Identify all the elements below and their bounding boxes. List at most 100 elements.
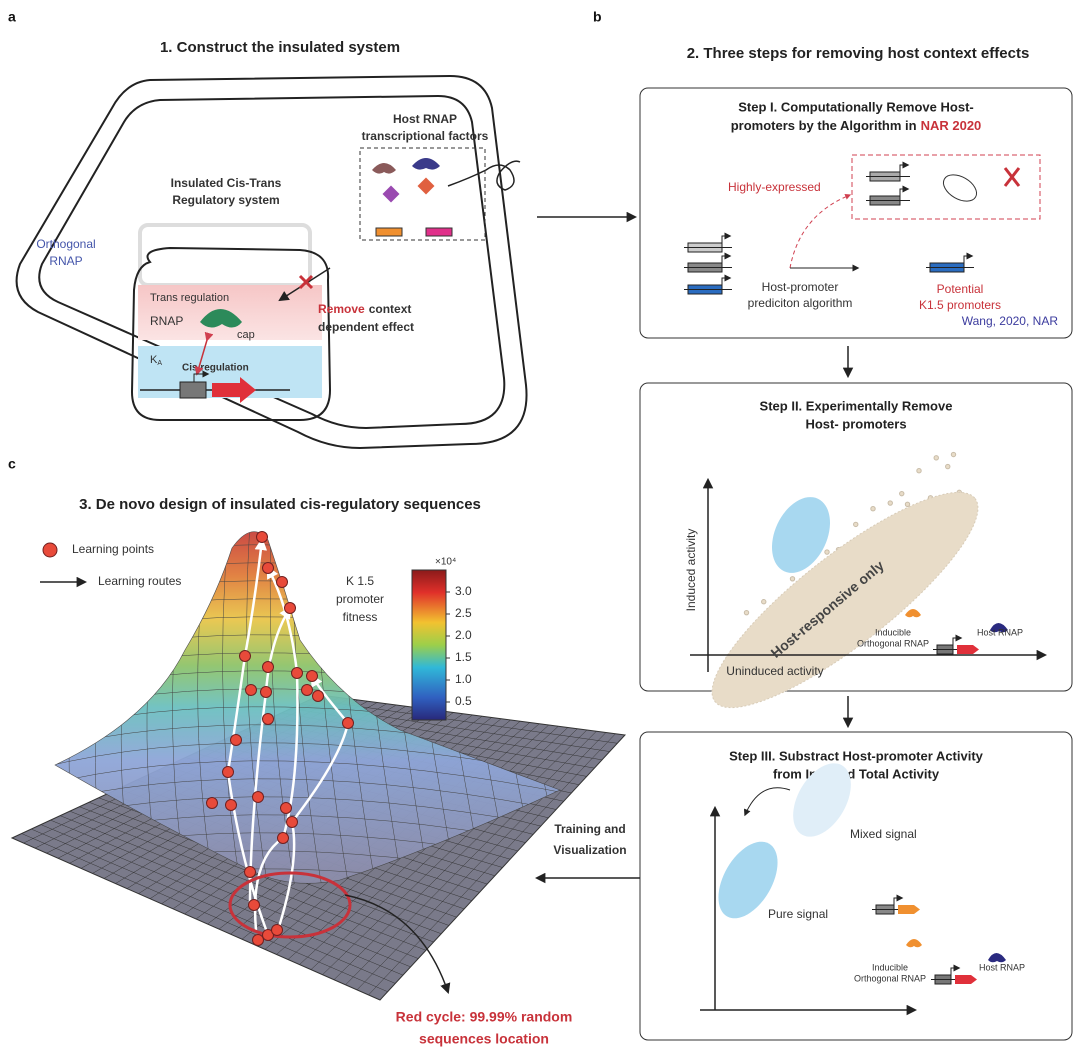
learning-point — [262, 562, 274, 574]
gene — [212, 377, 256, 403]
plane-grid — [333, 729, 588, 980]
step-title: Step I. Computationally Remove Host- — [738, 99, 973, 114]
label: Remove context — [318, 302, 411, 316]
label: Host RNAP — [393, 112, 457, 126]
dot — [887, 500, 893, 506]
label: Inducible — [875, 627, 911, 637]
dot — [916, 468, 922, 474]
x-mark — [1003, 167, 1021, 187]
learning-point — [244, 866, 256, 878]
promoter-arrow — [899, 185, 910, 196]
annotation: sequences location — [419, 1031, 549, 1047]
flagellum — [447, 160, 521, 191]
label: prediciton algorithm — [748, 296, 853, 310]
arrow — [194, 331, 214, 376]
panel-title: 2. Three steps for removing host context… — [687, 45, 1030, 62]
gene — [898, 905, 920, 914]
dot — [945, 463, 951, 470]
label: RNAP — [150, 314, 183, 328]
surface-mesh — [246, 531, 271, 884]
plane-grid — [322, 728, 578, 975]
learning-point — [262, 661, 274, 673]
annotation: Red cycle: 99.99% random — [396, 1009, 573, 1025]
colorbar-tick-label: 1.0 — [455, 672, 472, 686]
step-title: Step II. Experimentally Remove — [760, 398, 953, 413]
citation: Wang, 2020, NAR — [962, 314, 1059, 328]
axis-label: Uninduced activity — [726, 664, 823, 678]
surface-mesh — [55, 778, 560, 815]
legend-label: Learning points — [72, 542, 154, 556]
learning-point — [230, 734, 242, 746]
colorbar-tick-label: 2.5 — [455, 606, 472, 620]
learning-point — [239, 650, 251, 662]
bacterium — [942, 174, 978, 202]
promoter-arrow — [950, 964, 961, 975]
label: Orthogonal RNAP — [854, 973, 926, 983]
learning-point — [245, 684, 257, 696]
label: Cis regulation — [182, 363, 249, 374]
plane-grid — [368, 733, 616, 996]
surface-mesh — [55, 598, 560, 635]
rnap-icon — [988, 953, 1006, 963]
learning-point — [256, 531, 268, 543]
label: dependent effect — [318, 320, 414, 334]
plane-grid — [345, 731, 597, 985]
learning-point — [342, 717, 354, 729]
cluster — [718, 841, 778, 919]
arrow — [743, 787, 791, 817]
legend-marker — [42, 542, 58, 558]
colorbar-unit: ×10⁴ — [435, 557, 456, 568]
panel-label: a — [8, 9, 16, 25]
label: Host-promoter — [762, 280, 839, 294]
dot — [933, 455, 939, 461]
insulation-ring — [138, 223, 312, 287]
promoter-arrow — [721, 252, 732, 263]
learning-point — [277, 832, 289, 844]
outer-membrane — [15, 74, 528, 450]
learning-point — [306, 670, 318, 682]
highlight-box — [851, 154, 1041, 220]
promoter-arrow — [952, 634, 963, 645]
tf-box — [359, 147, 486, 241]
promoter-arrow — [893, 894, 904, 905]
promoter-arrow — [721, 274, 732, 285]
learning-point — [225, 799, 237, 811]
cluster — [711, 491, 979, 709]
tf-icon — [417, 177, 435, 195]
learning-point — [312, 690, 324, 702]
step-title: Step III. Substract Host-promoter Activi… — [729, 748, 984, 763]
learning-point — [206, 797, 218, 809]
learning-point — [260, 686, 272, 698]
learning-point — [252, 791, 264, 803]
label: Insulated Cis-Trans — [171, 176, 282, 190]
label: Mixed signal — [850, 827, 917, 841]
label: Visualization — [553, 843, 626, 857]
promoter-arrow — [721, 232, 732, 243]
dot — [950, 451, 957, 458]
colorbar-title: K 1.5 — [346, 574, 374, 588]
inner-membrane — [38, 94, 506, 430]
surface-mesh — [222, 531, 244, 884]
colorbar-title: promoter — [336, 592, 384, 606]
inner-cell — [130, 246, 332, 421]
dot — [789, 576, 796, 582]
label: Orthogonal — [36, 237, 95, 251]
step-box — [639, 731, 1073, 1041]
step-title: from Induced Total Activity — [773, 766, 940, 781]
learning-point — [262, 929, 274, 941]
plane-grid — [310, 727, 568, 970]
tf-icon — [382, 185, 400, 203]
panel-label: c — [8, 456, 16, 472]
tf-icon — [412, 158, 440, 170]
label: Regulatory system — [172, 193, 279, 207]
learning-route — [226, 537, 270, 936]
panel-title: 1. Construct the insulated system — [160, 39, 400, 56]
surface-mesh — [55, 616, 560, 653]
learning-point — [280, 802, 292, 814]
red-cycle — [228, 871, 352, 939]
rnap-icon — [905, 609, 921, 618]
dot — [853, 521, 859, 528]
learning-point — [252, 934, 264, 946]
label: transcriptional factors — [362, 129, 489, 143]
colorbar-title: fitness — [343, 610, 378, 624]
